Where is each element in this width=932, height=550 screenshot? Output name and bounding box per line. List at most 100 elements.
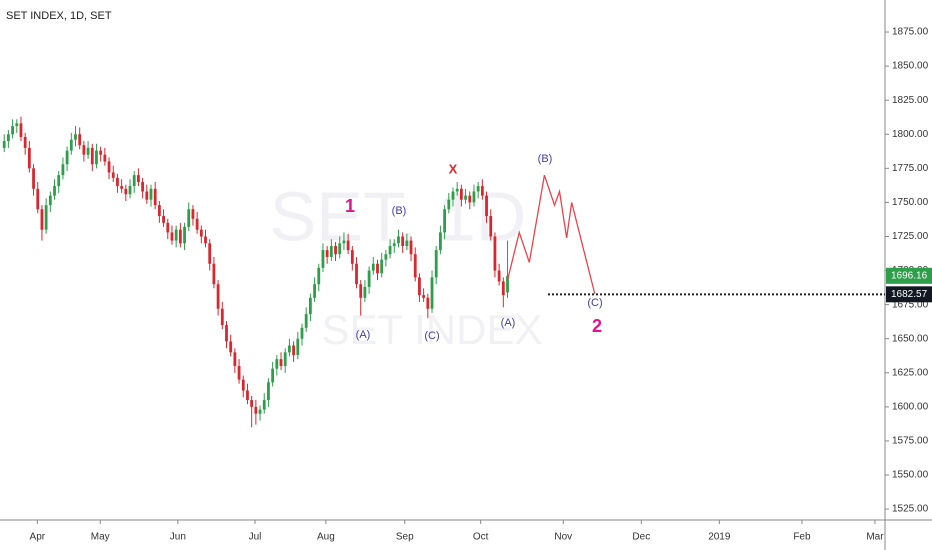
candle-body — [78, 134, 82, 146]
y-tick-label: 1550.00 — [892, 470, 929, 481]
candle-body — [220, 308, 224, 326]
candle-body — [132, 175, 136, 187]
candle-body — [485, 195, 488, 217]
candle-body — [367, 270, 371, 287]
candle-body — [187, 209, 191, 227]
candle-body — [405, 240, 409, 247]
candle-body — [288, 345, 291, 353]
candle-body — [267, 382, 270, 401]
candle-body — [300, 327, 304, 339]
y-tick-label: 1725.00 — [892, 231, 929, 242]
candle-body — [199, 229, 203, 237]
y-tick-label: 1525.00 — [892, 504, 929, 515]
candle-body — [455, 188, 459, 192]
y-tick-label: 1800.00 — [892, 129, 929, 140]
candle-body — [443, 209, 446, 233]
y-tick-label: 1850.00 — [892, 61, 929, 72]
candle-body — [447, 199, 451, 210]
candle-body — [15, 123, 19, 127]
candle-body — [271, 368, 275, 383]
candle-body — [380, 259, 384, 274]
candle-body — [157, 205, 161, 217]
candle-body — [141, 181, 145, 192]
candle-body — [359, 284, 363, 298]
candle-body — [350, 250, 354, 264]
x-tick-label: Mar — [866, 532, 884, 543]
candle-body — [212, 263, 216, 285]
candle-body — [128, 186, 132, 195]
candle-body — [468, 195, 472, 203]
candle-body — [480, 186, 484, 196]
candle-body — [237, 365, 241, 380]
candle-body — [489, 216, 493, 237]
candle-body — [464, 195, 467, 200]
candle-body — [409, 240, 413, 255]
x-tick-label: 2019 — [708, 532, 731, 543]
candle-body — [472, 191, 476, 203]
candle-body — [11, 126, 14, 135]
y-tick-label: 1825.00 — [892, 95, 929, 106]
candle-body — [418, 277, 421, 296]
candle-body — [204, 236, 207, 244]
candle-body — [61, 164, 65, 176]
candle-body — [451, 191, 455, 200]
candle-body — [384, 254, 388, 260]
y-tick-label: 1775.00 — [892, 163, 929, 174]
wave-label: (A) — [501, 317, 516, 329]
candle-body — [346, 240, 350, 251]
candle-body — [57, 175, 61, 187]
candle-body — [170, 232, 174, 241]
candle-body — [254, 406, 258, 414]
candle-body — [166, 222, 170, 233]
candle-body — [292, 345, 296, 356]
candle-body — [174, 229, 178, 241]
x-tick-label: Apr — [30, 532, 46, 543]
y-tick-label: 1875.00 — [892, 27, 929, 38]
candle-body — [116, 177, 119, 187]
candle-body — [86, 147, 90, 155]
candle-body — [99, 150, 103, 155]
x-tick-label: Jun — [170, 532, 186, 543]
candle-body — [53, 186, 56, 196]
candle-body — [27, 147, 31, 169]
wave-label: (B) — [538, 153, 553, 165]
price-line-label: 1682.57 — [891, 289, 928, 300]
projection-line — [506, 174, 596, 294]
candle-body — [82, 145, 86, 155]
candle-body — [397, 236, 400, 244]
candle-body — [107, 161, 111, 173]
candle-body — [321, 250, 325, 268]
x-tick-label: Dec — [632, 532, 650, 543]
candle-body — [149, 188, 153, 200]
y-tick-label: 1575.00 — [892, 436, 929, 447]
chart-title: SET INDEX, 1D, SET — [6, 10, 112, 22]
wave-label: X — [449, 161, 458, 176]
candle-body — [216, 284, 220, 309]
candle-body — [371, 263, 375, 271]
candle-body — [329, 246, 333, 257]
candle-body — [439, 232, 442, 251]
candle-body — [338, 243, 342, 255]
candle-body — [48, 195, 52, 206]
candle-body — [195, 218, 199, 230]
candle-body — [111, 172, 115, 178]
candle-body — [413, 254, 417, 278]
candle-body — [279, 359, 283, 366]
x-tick-label: Nov — [554, 532, 572, 543]
candle-body — [32, 168, 35, 189]
candle-body — [74, 134, 77, 140]
candle-body — [355, 263, 358, 285]
wave-label: 2 — [592, 316, 602, 336]
candle-body — [317, 267, 321, 285]
candle-body — [44, 205, 48, 230]
candle-body — [476, 186, 480, 192]
candle-body — [225, 325, 228, 342]
candle-body — [363, 286, 367, 298]
last-price-box — [886, 267, 932, 284]
candle-body — [40, 209, 44, 230]
candle-body — [65, 150, 69, 165]
y-tick-label: 1650.00 — [892, 333, 929, 344]
candle-body — [2, 141, 6, 148]
candle-body — [308, 297, 312, 315]
